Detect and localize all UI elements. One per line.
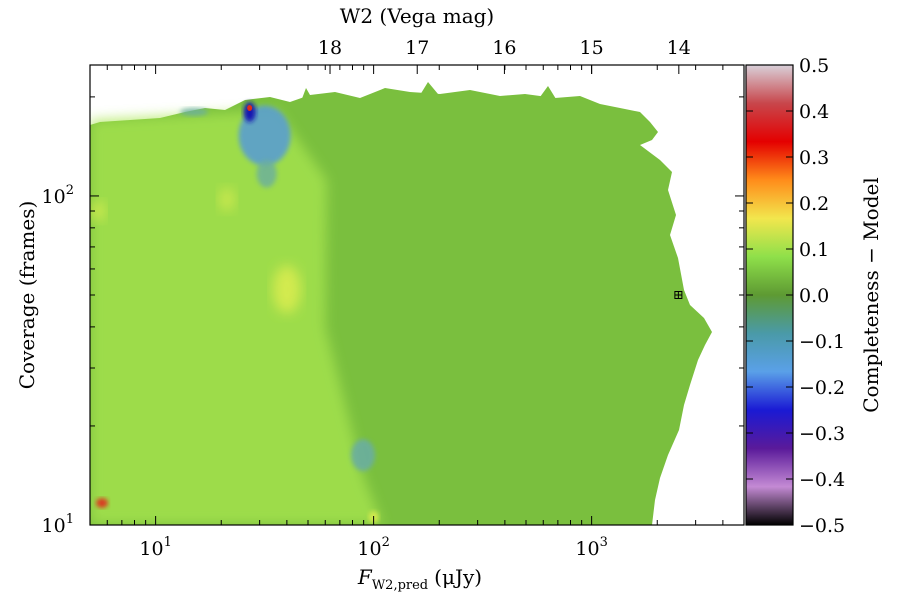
y-ticks: 101 102 (42, 96, 744, 537)
x-axis-title: FW2,pred (μJy) (357, 565, 482, 593)
x-tick-label: 101 (139, 535, 171, 560)
teal-patch-top (180, 107, 209, 116)
top-tick-label: 15 (580, 37, 604, 59)
top-axis-title: W2 (Vega mag) (340, 4, 494, 28)
red-spot-bottom (96, 498, 108, 508)
colorbar-tick-label: 0.2 (799, 193, 829, 215)
colorbar: 0.5 0.4 0.3 0.2 0.1 0.0 −0.1 −0.2 −0.3 −0.4 −0.5 (745, 55, 845, 537)
red-dot-top (247, 105, 253, 112)
colorbar-tick-label: −0.2 (799, 377, 845, 399)
colorbar-tick-label: 0.1 (799, 239, 829, 261)
colorbar-tick-label: 0.0 (799, 285, 829, 307)
top-tick-label: 16 (492, 37, 516, 59)
y-tick-label: 101 (42, 512, 74, 537)
colorbar-tick-label: 0.4 (799, 101, 829, 123)
y-tick-label: 102 (42, 183, 74, 208)
x-tick-label: 102 (357, 535, 389, 560)
teal-patch-lower (351, 439, 376, 472)
top-tick-label: 18 (318, 37, 342, 59)
colorbar-tick-label: −0.1 (799, 331, 845, 353)
bright-diagonal-region (90, 110, 383, 525)
colorbar-tick-label: −0.5 (799, 515, 845, 537)
colorbar-tick-label: −0.4 (799, 469, 845, 491)
colorbar-tick-label: 0.3 (799, 147, 829, 169)
colorbar-tick-label: −0.3 (799, 423, 845, 445)
yellow-spot (272, 265, 301, 314)
top-ticks: 18 17 16 15 14 (318, 37, 691, 74)
x-tick-label: 103 (575, 535, 607, 560)
yellow-spot-edge (91, 201, 105, 222)
y-axis-title: Coverage (frames) (15, 201, 39, 390)
top-tick-label: 17 (405, 37, 429, 59)
yellow-spot-small (218, 187, 235, 212)
colorbar-gradient (746, 65, 793, 525)
colorbar-title: Completeness − Model (859, 177, 883, 413)
top-tick-label: 14 (667, 37, 691, 59)
navy-spot (243, 101, 256, 122)
teal-patch-upper (256, 159, 277, 188)
colorbar-tick-label: 0.5 (799, 55, 829, 77)
heatmap (90, 82, 712, 525)
